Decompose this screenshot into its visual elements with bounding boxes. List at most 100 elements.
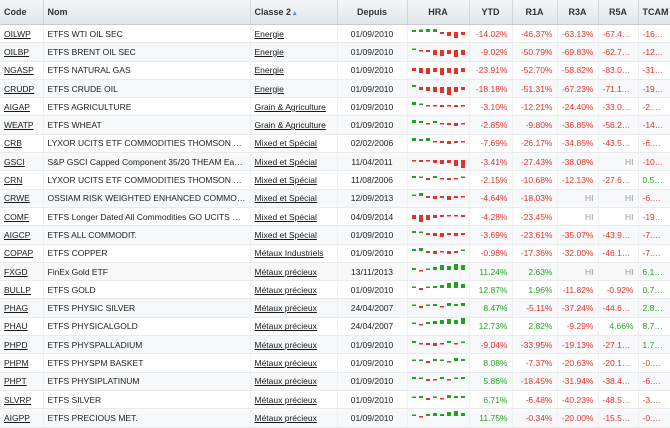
code-link[interactable]: NGASP bbox=[4, 65, 34, 76]
table-row[interactable]: COPAP ETFS COPPER Métaux Industriels 01/09/… bbox=[0, 244, 670, 263]
class-link[interactable]: Métaux Industriels bbox=[254, 248, 324, 259]
table-row[interactable]: WEATP ETFS WHEAT Grain & Agriculture 01/09/… bbox=[0, 115, 670, 135]
class-link[interactable]: Métaux précieux bbox=[254, 357, 317, 368]
col-header-nom[interactable]: Nom bbox=[43, 0, 251, 25]
name-cell: OSSIAM RISK WEIGHTED ENHANCED COMMODITY … bbox=[43, 189, 251, 208]
sparkline-bar bbox=[446, 265, 451, 270]
col-header-code[interactable]: Code bbox=[0, 0, 44, 25]
class-link[interactable]: Mixed et Spécial bbox=[254, 211, 317, 222]
col-header-r3a[interactable]: R3A bbox=[557, 0, 599, 25]
table-row[interactable]: NGASP ETFS NATURAL GAS Energie 01/09/2010 -2… bbox=[0, 61, 670, 80]
code-link[interactable]: PHPT bbox=[4, 376, 27, 387]
class-link[interactable]: Mixed et Spécial bbox=[254, 138, 317, 149]
tcam-cell: 8.74% bbox=[638, 317, 670, 337]
class-link[interactable]: Grain & Agriculture bbox=[254, 120, 326, 131]
class-link[interactable]: Energie bbox=[254, 28, 284, 39]
sparkline-chart bbox=[411, 48, 465, 57]
code-link[interactable]: PHPD bbox=[4, 339, 28, 350]
r1a-cell: -33.95% bbox=[512, 335, 558, 355]
table-row[interactable]: AIGCP ETFS ALL COMMODIT. Mixed et Spécial 0… bbox=[0, 225, 670, 245]
code-link[interactable]: AIGPP bbox=[4, 412, 30, 423]
class-link[interactable]: Métaux précieux bbox=[254, 303, 317, 314]
sparkline-bar bbox=[411, 249, 416, 252]
code-link[interactable]: CRN bbox=[4, 175, 23, 186]
code-link[interactable]: FXGD bbox=[4, 266, 28, 277]
table-row[interactable]: PHPT ETFS PHYSIPLATINUM Métaux précieux 01/… bbox=[0, 372, 670, 391]
code-link[interactable]: OILBP bbox=[4, 46, 30, 57]
col-header-r5a[interactable]: R5A bbox=[598, 0, 639, 25]
code-link[interactable]: CRUDP bbox=[4, 83, 35, 94]
sparkline-bar bbox=[425, 304, 430, 307]
class-link[interactable]: Métaux précieux bbox=[254, 266, 317, 277]
name-cell: ETFS PHYSPM BASKET bbox=[43, 353, 251, 373]
code-link[interactable]: OILWP bbox=[4, 28, 31, 39]
name-cell: ETFS PHYSICALGOLD bbox=[43, 317, 251, 337]
col-header-r1a[interactable]: R1A bbox=[512, 0, 558, 25]
class-link[interactable]: Métaux précieux bbox=[254, 412, 317, 423]
col-header-ytd[interactable]: YTD bbox=[469, 0, 513, 25]
code-link[interactable]: GSCI bbox=[4, 156, 25, 167]
code-link[interactable]: SLVRP bbox=[4, 394, 32, 405]
code-link[interactable]: COPAP bbox=[4, 248, 34, 259]
table-row[interactable]: AIGPP ETFS PRECIOUS MET. Métaux précieux 01… bbox=[0, 408, 670, 428]
sparkline-bar bbox=[432, 104, 437, 107]
table-row[interactable]: PHPD ETFS PHYSPALLADIUM Métaux précieux 01/… bbox=[0, 335, 670, 355]
class-link[interactable]: Mixed et Spécial bbox=[254, 229, 317, 240]
sparkline-bar bbox=[418, 176, 423, 179]
class-link[interactable]: Métaux précieux bbox=[254, 321, 317, 332]
code-link[interactable]: CRB bbox=[4, 138, 22, 149]
table-row[interactable]: COMF ETFS Longer Dated All Commodities GO… bbox=[0, 207, 670, 227]
table-row[interactable]: PHPM ETFS PHYSPM BASKET Métaux précieux 01/… bbox=[0, 353, 670, 373]
class-link[interactable]: Métaux précieux bbox=[254, 394, 317, 405]
code-link[interactable]: CRWE bbox=[4, 193, 30, 204]
class-link[interactable]: Métaux précieux bbox=[254, 284, 317, 295]
code-link[interactable]: AIGAP bbox=[4, 101, 30, 112]
table-row[interactable]: OILWP ETFS WTI OIL SEC Energie 01/09/2010 -1… bbox=[0, 24, 670, 44]
sparkline-bar bbox=[432, 121, 437, 124]
class-link[interactable]: Métaux précieux bbox=[254, 376, 317, 387]
class-link[interactable]: Energie bbox=[254, 83, 284, 94]
table-row[interactable]: CRWE OSSIAM RISK WEIGHTED ENHANCED COMMOD… bbox=[0, 189, 670, 208]
table-row[interactable]: CRN LYXOR UCITS ETF COMMODITIES THOMSON R… bbox=[0, 170, 670, 190]
col-header-tcam[interactable]: TCAM bbox=[638, 0, 670, 25]
code-link[interactable]: PHAU bbox=[4, 321, 28, 332]
table-row[interactable]: SLVRP ETFS SILVER Métaux précieux 01/09/201… bbox=[0, 390, 670, 410]
class-link[interactable]: Métaux précieux bbox=[254, 339, 317, 350]
ytd-cell: -3.10% bbox=[469, 97, 513, 117]
col-header-classe[interactable]: Classe 2 ▴ bbox=[250, 0, 338, 25]
col-header-depuis[interactable]: Depuis bbox=[337, 0, 408, 25]
table-row[interactable]: BULLP ETFS GOLD Métaux précieux 01/09/2010 1… bbox=[0, 280, 670, 300]
table-row[interactable]: GSCI S&P GSCI Capped Component 35/20 THEA… bbox=[0, 152, 670, 172]
class-link[interactable]: Grain & Agriculture bbox=[254, 101, 326, 112]
class-link[interactable]: Energie bbox=[254, 46, 284, 57]
class-link[interactable]: Mixed et Spécial bbox=[254, 193, 317, 204]
table-row[interactable]: PHAU ETFS PHYSICALGOLD Métaux précieux 24/0… bbox=[0, 317, 670, 337]
sparkline-bar bbox=[460, 358, 465, 361]
table-row[interactable]: FXGD FinEx Gold ETF Métaux précieux 13/11/2… bbox=[0, 262, 670, 282]
table-row[interactable]: PHAG ETFS PHYSIC SILVER Métaux précieux 24/… bbox=[0, 298, 670, 318]
r3a-cell: -19.13% bbox=[557, 335, 599, 355]
code-link[interactable]: WEATP bbox=[4, 120, 34, 131]
since-cell: 01/09/2010 bbox=[337, 24, 408, 44]
code-link[interactable]: PHAG bbox=[4, 303, 29, 314]
code-link[interactable]: COMF bbox=[4, 211, 30, 222]
table-row[interactable]: CRB LYXOR UCITS ETF COMMODITIES THOMSON R… bbox=[0, 134, 670, 154]
r5a-cell: -27.17% bbox=[598, 335, 639, 355]
code-link[interactable]: PHPM bbox=[4, 357, 29, 368]
code-cell: COMF bbox=[0, 207, 44, 227]
table-row[interactable]: CRUDP ETFS CRUDE OIL Energie 01/09/2010 -18.… bbox=[0, 79, 670, 99]
table-row[interactable]: OILBP ETFS BRENT OIL SEC Energie 01/09/2010… bbox=[0, 42, 670, 62]
class-link[interactable]: Mixed et Spécial bbox=[254, 175, 317, 186]
since-cell: 01/09/2010 bbox=[337, 61, 408, 80]
col-header-hra[interactable]: HRA bbox=[407, 0, 470, 25]
tcam-cell: -19.07% bbox=[638, 79, 670, 99]
class-cell: Mixed et Spécial bbox=[250, 152, 338, 172]
code-link[interactable]: AIGCP bbox=[4, 229, 31, 240]
class-link[interactable]: Energie bbox=[254, 65, 284, 76]
sparkline-bar bbox=[439, 284, 444, 288]
hra-cell bbox=[407, 115, 470, 135]
code-link[interactable]: BULLP bbox=[4, 284, 31, 295]
ytd-cell: -9.04% bbox=[469, 335, 513, 355]
table-row[interactable]: AIGAP ETFS AGRICULTURE Grain & Agriculture… bbox=[0, 97, 670, 117]
class-link[interactable]: Mixed et Spécial bbox=[254, 156, 317, 167]
